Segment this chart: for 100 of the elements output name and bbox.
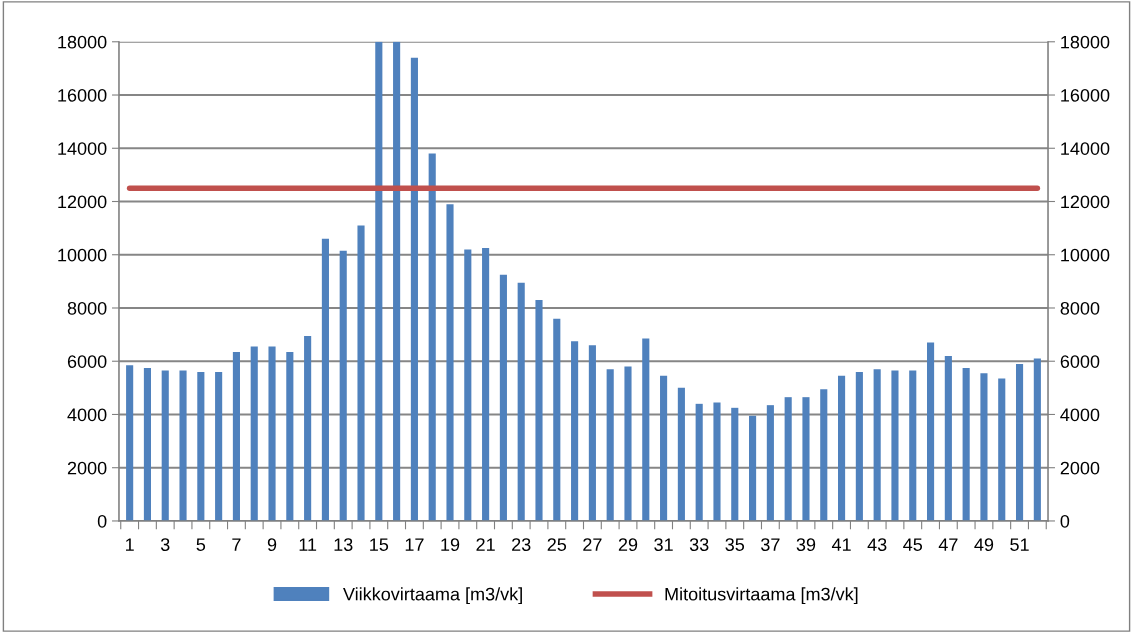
legend-label: Viikkovirtaama [m3/vk] [343, 587, 522, 605]
bar [126, 365, 134, 521]
bar [197, 371, 205, 521]
x-tick-label: 39 [796, 538, 816, 551]
bar [375, 41, 383, 521]
bar [624, 366, 632, 521]
x-tick-label: 3 [160, 538, 170, 551]
y-tick-label: 14000 [58, 142, 107, 155]
bar [944, 355, 952, 521]
y2-tick-label: 12000 [1061, 195, 1110, 209]
x-tick-label: 47 [938, 538, 958, 551]
bar [232, 351, 240, 521]
bar [927, 342, 935, 521]
bar [499, 274, 507, 521]
x-tick-label: 23 [512, 538, 531, 551]
bar [731, 407, 739, 521]
x-tick-label: 29 [618, 538, 638, 551]
bar [855, 371, 863, 521]
bar [784, 397, 792, 521]
x-tick-label: 9 [267, 538, 277, 551]
y2-tick-label: 14000 [1061, 142, 1110, 155]
x-tick-label: 51 [1010, 538, 1029, 551]
y-tick-label: 0 [97, 514, 107, 528]
x-tick-label: 17 [405, 538, 424, 551]
bar [464, 249, 472, 521]
x-tick-label: 41 [831, 538, 851, 551]
x-tick-label: 49 [974, 538, 994, 551]
bar [802, 397, 810, 521]
bar [446, 204, 454, 521]
y2-tick-label: 4000 [1060, 408, 1100, 422]
bar [161, 370, 169, 521]
bar [838, 375, 846, 521]
bar [962, 367, 970, 521]
bar [980, 373, 988, 521]
x-tick-label: 7 [232, 538, 241, 551]
x-tick-label: 13 [334, 538, 353, 551]
x-tick-label: 35 [725, 538, 745, 551]
bar [321, 238, 329, 521]
bar [1033, 358, 1041, 521]
bar [713, 402, 721, 521]
bar [179, 370, 187, 521]
bar [820, 389, 828, 521]
bar [571, 341, 579, 521]
y2-tick-label: 10000 [1061, 248, 1110, 262]
y2-tick-label: 16000 [1061, 88, 1110, 102]
y-tick-label: 18000 [58, 35, 107, 49]
bar [660, 375, 668, 521]
y-tick-label: 10000 [58, 248, 107, 262]
bar [553, 318, 561, 521]
bar [143, 367, 151, 521]
bar [766, 405, 774, 521]
x-tick-label: 43 [867, 538, 887, 551]
bar [393, 41, 401, 521]
bar [998, 378, 1006, 521]
y2-tick-label: 2000 [1060, 461, 1100, 475]
y-tick-label: 12000 [58, 195, 107, 209]
x-tick-label: 19 [441, 538, 460, 551]
bar [891, 370, 899, 521]
x-tick-label: 31 [654, 538, 673, 551]
y-tick-label: 8000 [67, 301, 107, 315]
x-tick-label: 45 [903, 538, 923, 551]
x-tick-label: 15 [370, 538, 389, 551]
bar [428, 153, 436, 521]
x-tick-label: 27 [583, 538, 602, 551]
bar [357, 225, 365, 521]
x-tick-label: 33 [689, 538, 709, 551]
bar [250, 346, 258, 521]
y-tick-label: 2000 [67, 461, 107, 475]
bar [410, 57, 418, 521]
bar [873, 369, 881, 521]
bar [695, 403, 703, 521]
y-tick-label: 4000 [67, 408, 107, 422]
bar [749, 415, 757, 521]
x-tick-label: 11 [299, 538, 317, 551]
x-tick-label: 21 [476, 538, 495, 551]
y2-tick-label: 8000 [1060, 301, 1100, 315]
bar [535, 300, 543, 521]
x-tick-label: 5 [196, 538, 206, 551]
legend-label: Mitoitusvirtaama [m3/vk] [665, 587, 858, 605]
bar [642, 338, 650, 521]
bar [517, 282, 525, 521]
bar [482, 248, 490, 521]
bar [1015, 363, 1024, 521]
y-tick-label: 16000 [58, 88, 107, 102]
bar [909, 370, 917, 521]
bar [268, 346, 276, 521]
y2-tick-label: 0 [1060, 514, 1070, 528]
bar [339, 250, 347, 521]
y-tick-label: 6000 [67, 355, 107, 368]
x-tick-label: 1 [126, 538, 134, 551]
x-tick-label: 37 [761, 538, 780, 551]
bar [606, 369, 614, 521]
bar [286, 351, 294, 521]
bar [215, 371, 223, 521]
x-tick-label: 25 [547, 538, 567, 551]
bar [677, 387, 685, 521]
bar [304, 335, 312, 521]
bar [588, 345, 596, 521]
y2-tick-label: 18000 [1061, 35, 1110, 49]
y2-tick-label: 6000 [1060, 355, 1100, 368]
